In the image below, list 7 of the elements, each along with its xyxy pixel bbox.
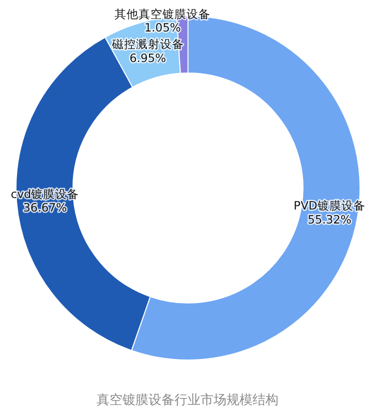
data-label: 55.32% (308, 212, 352, 226)
slice-label: 其他真空镀膜设备 (114, 6, 211, 21)
data-label: 36.67% (23, 200, 67, 215)
text: 真空镀膜设备行业市场规模结构 (96, 393, 278, 408)
slice-label: 磁控溅射设备 (110, 36, 184, 51)
data-label: 1.05% (144, 20, 181, 35)
data-label: 6.95% (129, 50, 166, 65)
